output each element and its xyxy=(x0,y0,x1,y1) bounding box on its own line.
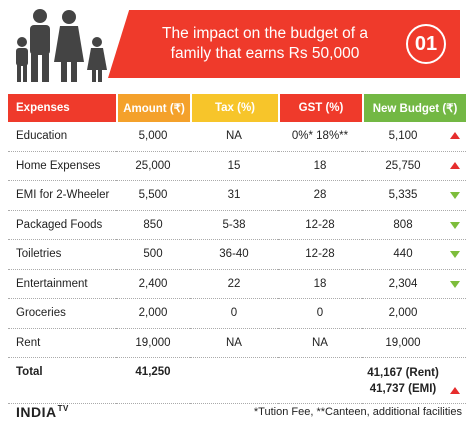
footnote: *Tution Fee, **Canteen, additional facil… xyxy=(253,406,462,418)
header: The impact on the budget of a family tha… xyxy=(0,0,474,88)
new-budget-value: 440 xyxy=(393,248,413,261)
expense-cell: Rent xyxy=(8,329,116,358)
column-header-tax: Tax (%) xyxy=(190,94,278,122)
new-budget-cell: 5,100 xyxy=(362,122,466,152)
new-budget-cell: 25,750 xyxy=(362,152,466,181)
expense-cell: Education xyxy=(8,122,116,152)
gst-cell: 12-28 xyxy=(278,211,362,240)
tax-cell: 15 xyxy=(190,152,278,181)
table-row: Home Expenses 25,000 15 18 25,750 xyxy=(8,152,466,181)
new-budget-cell: 2,304 xyxy=(362,270,466,299)
new-budget-value: 5,335 xyxy=(388,189,418,202)
table-row: Groceries 2,000 0 0 2,000 xyxy=(8,299,466,329)
gst-cell: 0%* 18%** xyxy=(278,122,362,152)
arrow-down-icon xyxy=(450,251,460,259)
expense-cell: Entertainment xyxy=(8,270,116,299)
total-new-budget-emi: 41,737 (EMI) xyxy=(369,382,437,395)
expense-cell: Home Expenses xyxy=(8,152,116,181)
amount-cell: 2,000 xyxy=(116,299,190,329)
logo-text: INDIA xyxy=(16,404,57,420)
tax-cell: 31 xyxy=(190,181,278,211)
table-header-row: Expenses Amount (₹) Tax (%) GST (%) New … xyxy=(8,94,466,122)
amount-cell: 5,000 xyxy=(116,122,190,152)
amount-cell: 2,400 xyxy=(116,270,190,299)
page-title: The impact on the budget of a family tha… xyxy=(162,25,368,62)
gst-cell: 28 xyxy=(278,181,362,211)
gst-cell: 0 xyxy=(278,299,362,329)
budget-table: Expenses Amount (₹) Tax (%) GST (%) New … xyxy=(8,94,466,404)
new-budget-value: 25,750 xyxy=(385,159,421,172)
total-row: Total 41,250 41,167 (Rent) 41,737 (EMI) xyxy=(8,358,466,404)
total-label: Total xyxy=(8,358,116,404)
new-budget-cell: 440 xyxy=(362,240,466,270)
tax-cell: 0 xyxy=(190,299,278,329)
footer: INDIATV *Tution Fee, **Canteen, addition… xyxy=(0,398,474,434)
column-header-gst: GST (%) xyxy=(278,94,362,122)
new-budget-cell: 5,335 xyxy=(362,181,466,211)
gst-cell: 18 xyxy=(278,152,362,181)
arrow-down-icon xyxy=(450,221,460,229)
title-banner: The impact on the budget of a family tha… xyxy=(108,10,460,78)
arrow-down-icon xyxy=(450,192,460,200)
amount-cell: 19,000 xyxy=(116,329,190,358)
column-header-expenses: Expenses xyxy=(8,94,116,122)
tax-cell: 22 xyxy=(190,270,278,299)
new-budget-value: 19,000 xyxy=(385,336,421,349)
table-row: Toiletries 500 36-40 12-28 440 xyxy=(8,240,466,270)
arrow-down-icon xyxy=(450,280,460,288)
table-row: EMI for 2-Wheeler 5,500 31 28 5,335 xyxy=(8,181,466,211)
expense-cell: Packaged Foods xyxy=(8,211,116,240)
arrow-up-icon xyxy=(450,161,460,169)
total-gst-cell xyxy=(278,358,362,404)
gst-cell: 18 xyxy=(278,270,362,299)
arrow-up-icon xyxy=(450,387,460,394)
tax-cell: NA xyxy=(190,329,278,358)
table-row: Entertainment 2,400 22 18 2,304 xyxy=(8,270,466,299)
new-budget-value: 5,100 xyxy=(388,130,418,143)
family-icon xyxy=(16,9,107,82)
column-header-amount: Amount (₹) xyxy=(116,94,190,122)
new-budget-value: 2,304 xyxy=(388,277,418,290)
table-row: Packaged Foods 850 5-38 12-28 808 xyxy=(8,211,466,240)
tax-cell: NA xyxy=(190,122,278,152)
tax-cell: 5-38 xyxy=(190,211,278,240)
expense-cell: Toiletries xyxy=(8,240,116,270)
amount-cell: 5,500 xyxy=(116,181,190,211)
expense-cell: EMI for 2-Wheeler xyxy=(8,181,116,211)
new-budget-value: 2,000 xyxy=(388,307,418,320)
amount-cell: 850 xyxy=(116,211,190,240)
logo-suffix: TV xyxy=(57,404,69,414)
number-badge: 01 xyxy=(406,24,446,64)
gst-cell: 12-28 xyxy=(278,240,362,270)
new-budget-cell: 2,000 xyxy=(362,299,466,329)
total-tax-cell xyxy=(190,358,278,404)
amount-cell: 500 xyxy=(116,240,190,270)
new-budget-value: 808 xyxy=(393,218,413,231)
tax-cell: 36-40 xyxy=(190,240,278,270)
amount-cell: 25,000 xyxy=(116,152,190,181)
arrow-up-icon xyxy=(450,132,460,140)
table-row: Rent 19,000 NA NA 19,000 xyxy=(8,329,466,358)
total-amount: 41,250 xyxy=(116,358,190,404)
new-budget-cell: 808 xyxy=(362,211,466,240)
table-row: Education 5,000 NA 0%* 18%** 5,100 xyxy=(8,122,466,152)
new-budget-cell: 19,000 xyxy=(362,329,466,358)
column-header-new-budget: New Budget (₹) xyxy=(362,94,466,122)
expense-cell: Groceries xyxy=(8,299,116,329)
india-tv-logo: INDIATV xyxy=(16,404,69,420)
total-new-budget-cell: 41,167 (Rent) 41,737 (EMI) xyxy=(362,358,466,404)
total-new-budget-rent: 41,167 (Rent) xyxy=(367,366,439,379)
gst-cell: NA xyxy=(278,329,362,358)
